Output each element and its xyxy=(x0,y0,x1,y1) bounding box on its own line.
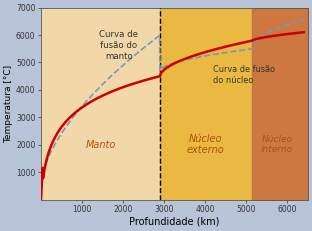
Text: Manto: Manto xyxy=(85,140,116,150)
Text: Núcleo
externo: Núcleo externo xyxy=(186,134,224,155)
X-axis label: Profundidade (km): Profundidade (km) xyxy=(129,217,220,227)
Text: Curva de fusão
do núcleo: Curva de fusão do núcleo xyxy=(213,65,275,85)
Text: Curva de
fusão do
manto: Curva de fusão do manto xyxy=(100,30,139,61)
Text: Núcleo
interno: Núcleo interno xyxy=(261,135,293,154)
Y-axis label: Temperatura [°C]: Temperatura [°C] xyxy=(4,64,13,143)
